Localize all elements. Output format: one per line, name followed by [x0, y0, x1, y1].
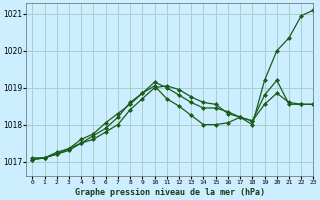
X-axis label: Graphe pression niveau de la mer (hPa): Graphe pression niveau de la mer (hPa): [75, 188, 265, 197]
